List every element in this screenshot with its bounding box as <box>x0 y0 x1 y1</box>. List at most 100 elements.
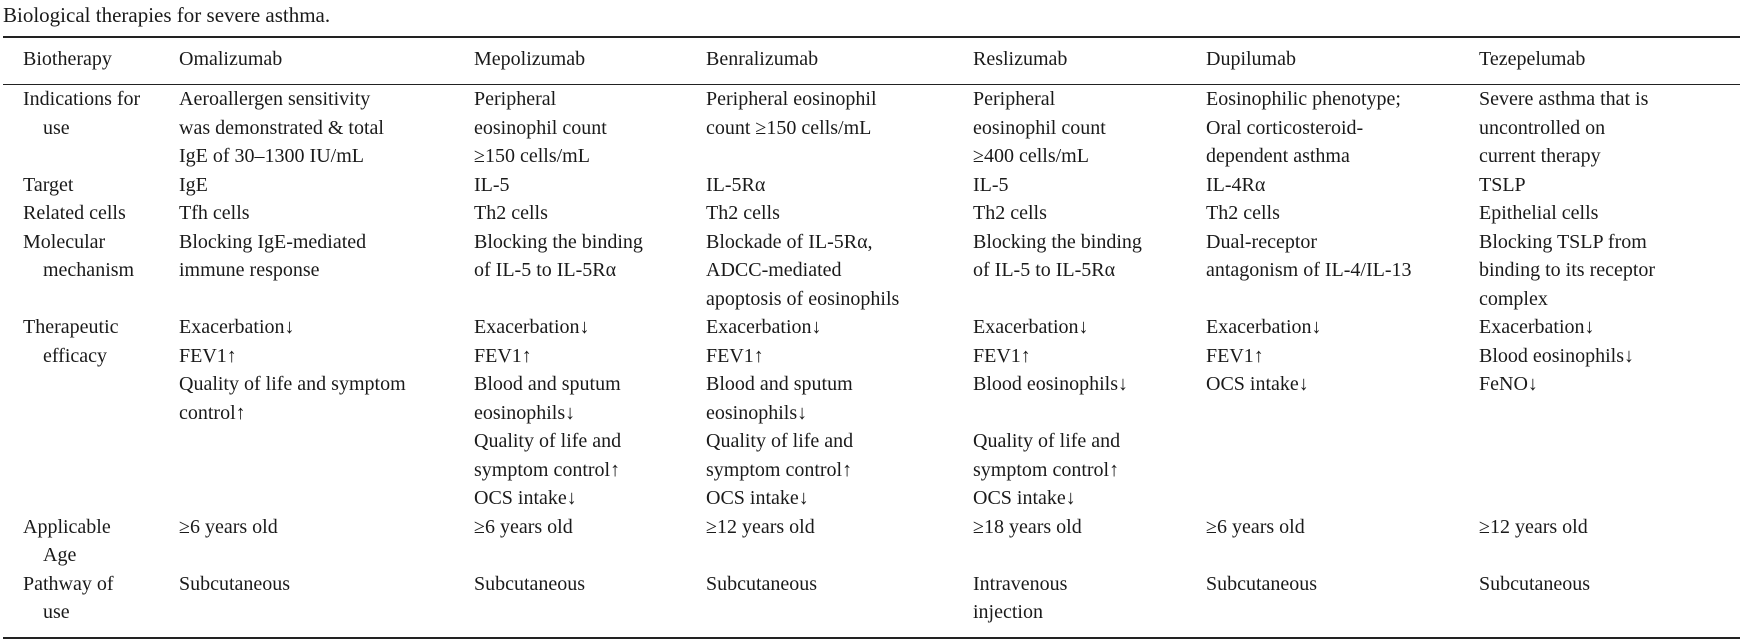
cell-line: Blocking the binding <box>474 230 643 253</box>
cell-line: OCS intake↓ <box>474 487 577 509</box>
cell-line: Blood eosinophils↓ <box>1479 344 1635 367</box>
cell-tezepelumab: Severe asthma that is uncontrolled on curr… <box>1479 84 1740 171</box>
row-label-line: Target <box>23 173 74 196</box>
row-label-line: Pathway of <box>23 572 114 595</box>
table-top-rule <box>3 36 1740 38</box>
cell-line: Aeroallergen sensitivity <box>179 88 371 110</box>
cell-dupilumab: Eosinophilic phenotype; Oral corticostero… <box>1206 84 1479 171</box>
table-caption: Biological therapies for severe asthma. <box>3 3 331 27</box>
cell-tezepelumab: Epithelial cells <box>1479 199 1740 228</box>
cell-line: Blood and sputum <box>474 373 621 395</box>
row-label: Pathway of use <box>3 570 179 627</box>
cell-line: Blocking the binding <box>973 230 1142 253</box>
cell-line: Th2 cells <box>1206 202 1280 224</box>
table-body: Indications for use Aeroallergen sensitivi… <box>3 84 1740 627</box>
cell-line: Exacerbation↓ <box>474 316 590 338</box>
cell-tezepelumab: TSLP <box>1479 171 1740 200</box>
cell-line: Th2 cells <box>706 202 780 224</box>
table-header-row: Biotherapy Omalizumab Mepolizumab Benral… <box>3 44 1740 84</box>
cell-mepolizumab: Peripheral eosinophil count ≥150 cells/mL <box>474 84 706 171</box>
cell-line: Blood eosinophils↓ <box>973 373 1129 395</box>
cell-benralizumab: Peripheral eosinophil count ≥150 cells/mL <box>706 84 973 171</box>
cell-mepolizumab: Blocking the binding of IL-5 to IL-5Rα <box>474 228 706 314</box>
cell-line: Dual-receptor <box>1206 230 1318 253</box>
cell-line: Severe asthma that is <box>1479 88 1649 110</box>
row-label: Related cells <box>3 199 179 228</box>
row-label: Molecular mechanism <box>3 228 179 314</box>
cell-line: Blocking TSLP from <box>1479 230 1647 253</box>
cell-line: FEV1↑ <box>1206 344 1264 367</box>
cell-line: Subcutaneous <box>179 572 291 595</box>
cell-line: FEV1↑ <box>179 344 237 367</box>
cell-line: FEV1↑ <box>474 344 532 367</box>
biotherapy-table: Biotherapy Omalizumab Mepolizumab Benral… <box>3 44 1740 627</box>
cell-line: Quality of life and <box>973 430 1121 452</box>
cell-line: binding to its receptor <box>1479 259 1656 281</box>
cell-omalizumab: Aeroallergen sensitivity was demonstrated… <box>179 84 474 171</box>
cell-line: Blood and sputum <box>706 373 853 395</box>
cell-reslizumab: IL-5 <box>973 171 1206 200</box>
header-omalizumab: Omalizumab <box>179 48 283 70</box>
row-label: Therapeutic efficacy <box>3 313 179 513</box>
cell-reslizumab: ≥18 years old <box>973 513 1206 570</box>
cell-line: eosinophil count <box>474 116 607 139</box>
cell-line: Oral corticosteroid- <box>1206 116 1364 139</box>
cell-line: TSLP <box>1479 173 1526 196</box>
cell-omalizumab: IgE <box>179 171 474 200</box>
cell-line: Subcutaneous <box>1479 572 1591 595</box>
cell-line: Peripheral eosinophil <box>706 88 877 110</box>
row-label-line: Applicable <box>23 515 111 538</box>
cell-line: Quality of life and <box>706 430 854 452</box>
cell-mepolizumab: Exacerbation↓ FEV1↑ Blood and sputum eosino… <box>474 313 706 513</box>
row-label-line: Therapeutic <box>23 316 119 338</box>
cell-line: Exacerbation↓ <box>179 316 295 338</box>
cell-line: Subcutaneous <box>1206 572 1318 595</box>
cell-omalizumab: Subcutaneous <box>179 570 474 627</box>
cell-dupilumab: Dual-receptor antagonism of IL-4/IL-13 <box>1206 228 1479 314</box>
row-label: Applicable Age <box>3 513 179 570</box>
cell-dupilumab: ≥6 years old <box>1206 513 1479 570</box>
table-row: Molecular mechanism Blocking IgE-mediated i… <box>3 228 1740 314</box>
cell-tezepelumab: ≥12 years old <box>1479 513 1740 570</box>
cell-line: Subcutaneous <box>474 572 586 595</box>
cell-line: complex <box>1479 287 1548 310</box>
cell-line: Eosinophilic phenotype; <box>1206 88 1401 110</box>
cell-benralizumab: Subcutaneous <box>706 570 973 627</box>
cell-benralizumab: Blockade of IL-5Rα, ADCC-mediated apoptosi… <box>706 228 973 314</box>
cell-reslizumab: Peripheral eosinophil count ≥400 cells/mL <box>973 84 1206 171</box>
cell-line: OCS intake↓ <box>973 487 1076 509</box>
cell-line: Exacerbation↓ <box>706 316 822 338</box>
cell-line: count ≥150 cells/mL <box>706 116 872 139</box>
cell-benralizumab: ≥12 years old <box>706 513 973 570</box>
cell-omalizumab: Exacerbation↓ FEV1↑ Quality of life and sy… <box>179 313 474 513</box>
table-row: Indications for use Aeroallergen sensitivi… <box>3 84 1740 171</box>
cell-line: FEV1↑ <box>973 344 1031 367</box>
cell-mepolizumab: Th2 cells <box>474 199 706 228</box>
cell-benralizumab: Exacerbation↓ FEV1↑ Blood and sputum eosino… <box>706 313 973 513</box>
cell-line: ≥6 years old <box>179 515 278 538</box>
cell-line: Tfh cells <box>179 202 250 224</box>
cell-benralizumab: IL-5Rα <box>706 171 973 200</box>
cell-line: IL-5Rα <box>706 173 766 196</box>
row-label-line: Molecular <box>23 230 106 253</box>
cell-reslizumab: Intravenous injection <box>973 570 1206 627</box>
row-label-line: Indications for <box>23 88 141 110</box>
cell-line: IL-4Rα <box>1206 173 1266 196</box>
header-benralizumab: Benralizumab <box>706 48 819 70</box>
table-row: Pathway of use Subcutaneous Subcutaneous Sub… <box>3 570 1740 627</box>
cell-mepolizumab: Subcutaneous <box>474 570 706 627</box>
cell-line: current therapy <box>1479 145 1601 167</box>
cell-line: of IL-5 to IL-5Rα <box>973 259 1116 281</box>
cell-tezepelumab: Blocking TSLP from binding to its recepto… <box>1479 228 1740 314</box>
cell-line: symptom control↑ <box>706 458 853 481</box>
row-label-line: Related cells <box>23 202 126 224</box>
cell-line: IL-5 <box>474 173 510 196</box>
cell-line: uncontrolled on <box>1479 116 1606 139</box>
cell-line: ≥18 years old <box>973 515 1082 538</box>
cell-line: eosinophils↓ <box>706 401 808 424</box>
row-label-line: use <box>43 116 70 139</box>
cell-line: Blocking IgE-mediated <box>179 230 367 253</box>
row-label-line: efficacy <box>43 344 108 367</box>
row-label: Target <box>3 171 179 200</box>
cell-line: apoptosis of eosinophils <box>706 287 900 310</box>
